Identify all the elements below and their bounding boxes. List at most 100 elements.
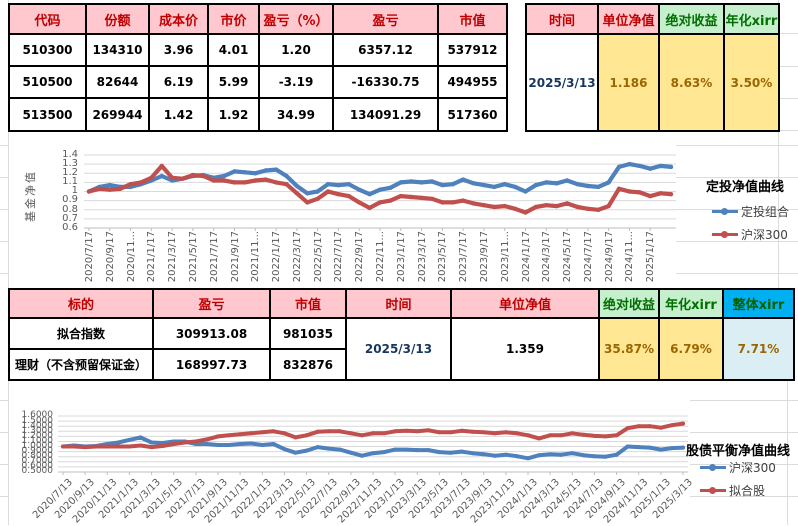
x-tick-label: 2023/9/17 [478, 231, 490, 283]
x-tick-label: 2023/7/17 [458, 231, 470, 283]
holdings-header-row: 代码 份额 成本价 市价 盈亏（%） 盈亏 市值 [8, 3, 508, 35]
cell-annual-xirr[interactable]: 6.79% [658, 317, 724, 381]
cell-shares[interactable]: 82644 [85, 65, 150, 99]
cell-pnl[interactable]: -16330.75 [332, 65, 439, 99]
cell-code[interactable]: 510500 [8, 65, 87, 99]
y-tick-label: 0.9000 [21, 446, 54, 457]
sheet-gridline [690, 400, 798, 401]
header-pnl[interactable]: 盈亏 [152, 288, 271, 319]
x-tick-label: 2022/3/17 [291, 231, 303, 283]
x-tick-label: 2022/5/17 [312, 231, 324, 283]
sheet-gridline [0, 209, 8, 210]
cell-pnl[interactable]: 6357.12 [332, 33, 439, 67]
header-unit-nav[interactable]: 单位净值 [450, 288, 600, 319]
x-tick-label: 2023/1/17 [395, 231, 407, 283]
cell-pnl-pct[interactable]: 1.20 [258, 33, 334, 67]
table-row: 理财（不含预留保证金） 168997.73 832876 [8, 348, 794, 381]
chart1-legend-title: 定投净值曲线 [706, 180, 785, 195]
y-tick-label: 1.1000 [21, 435, 54, 446]
series-dot-marker [709, 487, 716, 494]
header-abs-return[interactable]: 绝对收益 [658, 3, 725, 35]
sheet-gridline [676, 273, 798, 274]
cell-unit-nav[interactable]: 1.359 [450, 317, 600, 381]
header-pnl-percent[interactable]: 盈亏（%） [258, 3, 334, 35]
cell-price[interactable]: 4.01 [207, 33, 260, 67]
cell-pnl-pct[interactable]: -3.19 [258, 65, 334, 99]
x-tick-label: 2021/11... [250, 231, 262, 283]
cell-annual-xirr[interactable]: 3.50% [723, 33, 780, 132]
sheet-gridline [676, 145, 798, 146]
sheet-gridline [690, 432, 798, 433]
cell-mval[interactable]: 832876 [269, 348, 347, 381]
x-tick-label: 2022/1/17 [271, 231, 283, 283]
y-tick-label: 0.8000 [21, 451, 54, 462]
x-tick-label: 2020/9/17 [104, 231, 116, 283]
cell-abs-return[interactable]: 35.87% [598, 317, 660, 381]
header-unit-nav[interactable]: 单位净值 [597, 3, 660, 35]
cell-target[interactable]: 拟合指数 [8, 317, 154, 350]
cell-unit-nav[interactable]: 1.186 [597, 33, 660, 132]
y-tick-label: 0.5000 [21, 466, 54, 477]
header-annual-xirr[interactable]: 年化xirr [658, 288, 724, 319]
cell-abs-return[interactable]: 8.63% [658, 33, 725, 132]
cell-mval[interactable]: 981035 [269, 317, 347, 350]
header-market-price[interactable]: 市价 [207, 3, 260, 35]
cell-cost[interactable]: 6.19 [148, 65, 209, 99]
x-tick-label: 2021/3/17 [167, 231, 179, 283]
cell-target[interactable]: 理财（不含预留保证金） [8, 348, 154, 381]
header-time[interactable]: 时间 [345, 288, 452, 319]
cell-time[interactable]: 2025/3/13 [525, 33, 599, 132]
cell-code[interactable]: 513500 [8, 97, 87, 132]
header-abs-return[interactable]: 绝对收益 [598, 288, 660, 319]
header-overall-xirr[interactable]: 整体xirr [722, 288, 795, 319]
cell-mval[interactable]: 494955 [437, 65, 508, 99]
cell-price[interactable]: 1.92 [207, 97, 260, 132]
cell-shares[interactable]: 269944 [85, 97, 150, 132]
legend-label: 沪深300 [741, 228, 788, 242]
x-tick-label: 2024/7/17 [582, 231, 594, 283]
cell-pnl[interactable]: 134091.29 [332, 97, 439, 132]
header-market-value[interactable]: 市值 [437, 3, 508, 35]
sheet-gridline [676, 241, 798, 242]
chart1-y-axis-title: 基金净值 [24, 170, 37, 222]
sheet-gridline [778, 33, 798, 34]
x-tick-label: 2024/1/17 [520, 231, 532, 283]
header-cost-price[interactable]: 成本价 [148, 3, 209, 35]
cell-mval[interactable]: 537912 [437, 33, 508, 67]
legend-item-hushen300: 沪深300 [712, 226, 788, 243]
cell-price[interactable]: 5.99 [207, 65, 260, 99]
cell-shares[interactable]: 134310 [85, 33, 150, 67]
summary-value-row: 2025/3/13 1.186 8.63% 3.50% [525, 33, 780, 132]
y-tick-label: 1.1 [62, 176, 78, 188]
header-market-value[interactable]: 市值 [269, 288, 347, 319]
cell-cost[interactable]: 1.42 [148, 97, 209, 132]
cell-pnl-pct[interactable]: 34.99 [258, 97, 334, 132]
y-tick-label: 1.5000 [21, 415, 54, 426]
header-shares[interactable]: 份额 [85, 3, 150, 35]
header-annual-xirr[interactable]: 年化xirr [723, 3, 780, 35]
y-tick-label: 1.4 [62, 148, 78, 160]
header-pnl[interactable]: 盈亏 [332, 3, 439, 35]
legend-label: 拟合股 [729, 484, 766, 498]
header-time[interactable]: 时间 [525, 3, 599, 35]
header-target[interactable]: 标的 [8, 288, 154, 319]
cell-overall-xirr[interactable]: 7.71% [722, 317, 795, 381]
cell-pnl[interactable]: 309913.08 [152, 317, 271, 350]
table-row: 510300 134310 3.96 4.01 1.20 6357.12 537… [8, 33, 508, 67]
chart2-legend-title: 股债平衡净值曲线 [686, 444, 791, 459]
holdings-summary-table: 时间 单位净值 绝对收益 年化xirr 2025/3/13 1.186 8.63… [525, 3, 780, 132]
y-tick-label: 0.6 [62, 221, 78, 233]
sheet-gridline [0, 145, 8, 146]
cell-mval[interactable]: 517360 [437, 97, 508, 132]
sheet-gridline [0, 241, 8, 242]
header-code[interactable]: 代码 [8, 3, 87, 35]
sheet-gridline [778, 130, 798, 131]
cell-time[interactable]: 2025/3/13 [345, 317, 452, 381]
cell-cost[interactable]: 3.96 [148, 33, 209, 67]
cell-pnl[interactable]: 168997.73 [152, 348, 271, 381]
legend-label: 沪深300 [729, 461, 776, 475]
x-tick-label: 2021/7/17 [208, 231, 220, 283]
y-tick-label: 1.3 [62, 157, 78, 169]
y-tick-label: 1.2 [62, 167, 78, 179]
cell-code[interactable]: 510300 [8, 33, 87, 67]
